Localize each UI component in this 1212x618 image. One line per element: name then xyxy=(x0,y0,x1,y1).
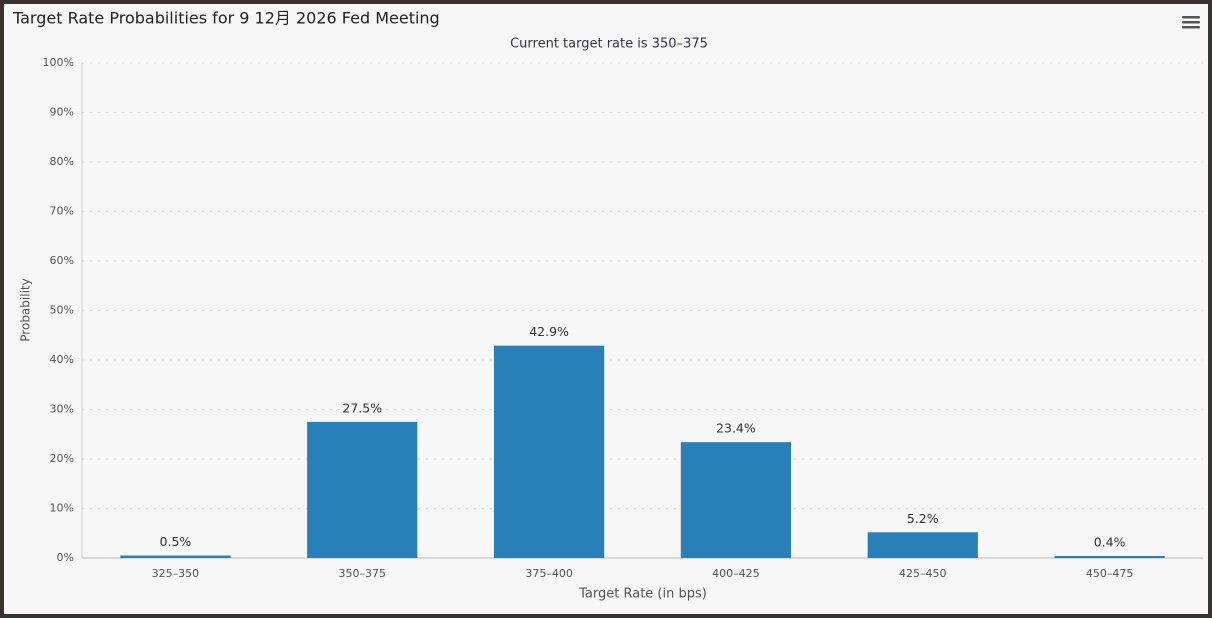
chart-subtitle: Current target rate is 350–375 xyxy=(510,37,708,52)
x-axis-title: Target Rate (in bps) xyxy=(578,587,707,602)
y-tick-label: 20% xyxy=(50,452,74,465)
menu-button[interactable] xyxy=(1182,16,1200,29)
chart-title: Target Rate Probabilities for 9 12月 2026… xyxy=(12,9,440,28)
bar xyxy=(680,442,792,558)
data-label: 23.4% xyxy=(716,421,756,436)
x-tick-label: 400–425 xyxy=(712,567,760,580)
y-tick-label: 70% xyxy=(50,205,74,218)
bar xyxy=(120,555,231,558)
data-label: 5.2% xyxy=(907,511,939,526)
x-tick-label: 425–450 xyxy=(899,567,947,580)
x-tick-label: 375–400 xyxy=(525,567,573,580)
y-tick-label: 90% xyxy=(50,106,74,119)
y-axis-title: Probability xyxy=(19,278,33,341)
y-tick-label: 0% xyxy=(57,551,74,564)
bar xyxy=(307,421,418,558)
y-tick-label: 40% xyxy=(50,353,74,366)
y-tick-label: 10% xyxy=(50,502,74,515)
x-tick-label: 325–350 xyxy=(152,567,200,580)
data-label: 27.5% xyxy=(342,400,382,415)
bar xyxy=(493,345,605,558)
x-tick-label: 450–475 xyxy=(1086,567,1134,580)
y-tick-label: 60% xyxy=(50,254,74,267)
data-label: 42.9% xyxy=(529,324,569,339)
y-tick-label: 80% xyxy=(50,155,74,168)
data-label: 0.4% xyxy=(1094,535,1126,550)
y-tick-label: 50% xyxy=(50,304,74,317)
data-label: 0.5% xyxy=(160,534,192,549)
x-tick-label: 350–375 xyxy=(339,567,387,580)
chart-background xyxy=(4,4,1208,614)
y-tick-label: 100% xyxy=(43,56,74,69)
y-tick-label: 30% xyxy=(50,403,74,416)
bar xyxy=(1054,556,1165,558)
bar xyxy=(867,532,978,558)
